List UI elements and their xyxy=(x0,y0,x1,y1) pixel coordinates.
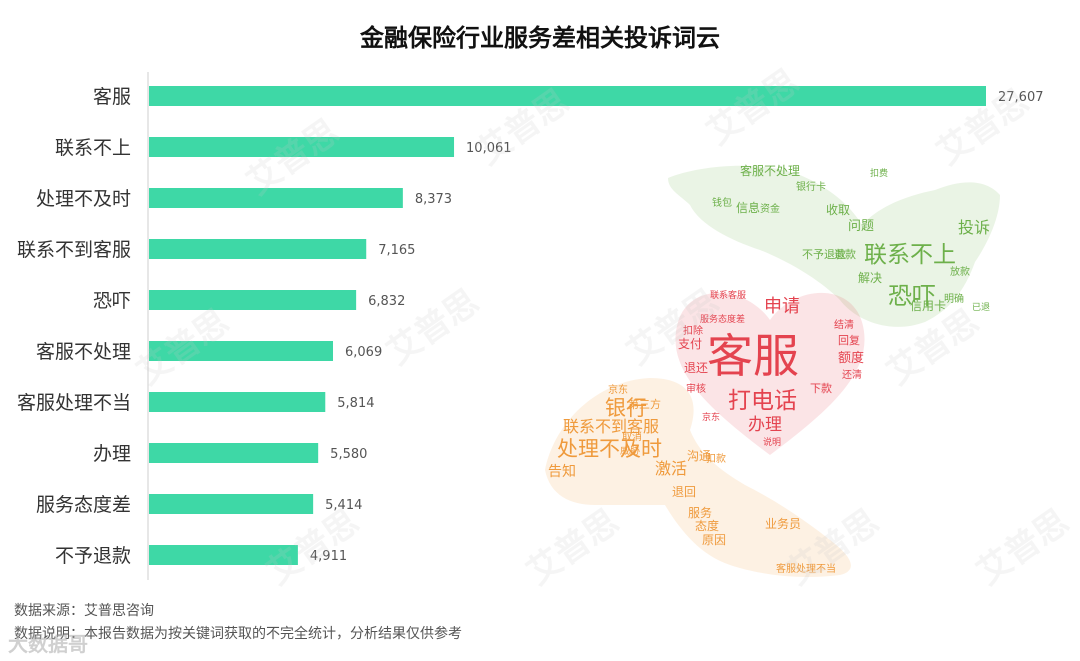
value-label: 7,165 xyxy=(378,243,415,258)
cloud-word: 客服不处理 xyxy=(740,163,800,178)
category-label: 联系不到客服 xyxy=(17,239,131,261)
bar xyxy=(149,494,314,514)
cloud-word: 京东 xyxy=(702,411,720,423)
cloud-word: 扣除 xyxy=(683,324,703,337)
cloud-word: 明确 xyxy=(944,292,964,305)
bar xyxy=(149,290,357,310)
cloud-word: 申请 xyxy=(764,296,800,317)
bar xyxy=(149,341,334,361)
data-note-text: 数据说明：本报告数据为按关键词获取的不完全统计，分析结果仅供参考 xyxy=(14,626,462,642)
cloud-word: 资金 xyxy=(760,202,780,215)
cloud-word: 威胁 xyxy=(620,444,640,457)
cloud-word: 态度 xyxy=(695,518,719,533)
value-label: 5,414 xyxy=(325,498,362,513)
cloud-word: 第三方 xyxy=(628,397,661,411)
category-label: 客服 xyxy=(93,86,131,108)
cloud-word: 扣费 xyxy=(870,167,888,179)
cloud-word: 放款 xyxy=(950,265,970,278)
cloud-word: 告知 xyxy=(548,463,576,480)
heart-shape xyxy=(675,292,865,455)
cloud-word: 审核 xyxy=(686,382,706,395)
cloud-word: 原因 xyxy=(702,533,726,547)
cloud-word: 服务态度差 xyxy=(700,313,745,325)
cloud-word: 退还 xyxy=(684,361,708,375)
cloud-word: 处理不及时 xyxy=(557,437,662,461)
bar xyxy=(149,545,298,565)
hand-shape xyxy=(545,378,851,577)
bird-shape xyxy=(668,165,1000,327)
cloud-word: 业务员 xyxy=(765,516,801,531)
cloud-word: 已退 xyxy=(972,302,990,313)
value-label: 8,373 xyxy=(415,192,452,207)
value-label: 5,814 xyxy=(337,396,374,411)
bar xyxy=(149,86,986,106)
cloud-word: 不予退款 xyxy=(802,247,846,261)
category-label: 服务态度差 xyxy=(36,494,131,516)
bar xyxy=(149,137,455,157)
footer: 数据来源：艾普思咨询 数据说明：本报告数据为按关键词获取的不完全统计，分析结果仅… xyxy=(14,600,462,646)
cloud-word: 激活 xyxy=(655,459,687,478)
cloud-word: 办理 xyxy=(748,415,782,435)
cloud-word: 服务 xyxy=(688,505,712,520)
category-label: 联系不上 xyxy=(55,137,131,159)
cloud-word: 结清 xyxy=(834,318,854,331)
data-source-text: 数据来源：艾普思咨询 xyxy=(14,603,154,619)
bar xyxy=(149,239,367,259)
cloud-word: 钱包 xyxy=(712,196,732,209)
category-label: 客服不处理 xyxy=(36,341,131,363)
cloud-word: 额度 xyxy=(838,350,864,366)
cloud-word: 下款 xyxy=(810,381,832,395)
category-label: 恐吓 xyxy=(93,290,131,312)
chart-title: 金融保险行业服务差相关投诉词云 xyxy=(360,24,720,52)
bar-group: 客服 27,607 联系不上 10,061 处理不及时 8,373 联系不到客服 7,165 恐… xyxy=(17,86,1044,567)
category-label: 处理不及时 xyxy=(36,188,131,210)
cloud-word: 信用卡 xyxy=(910,299,946,313)
bar xyxy=(149,392,326,412)
value-label: 4,911 xyxy=(310,549,347,564)
value-label: 5,580 xyxy=(330,447,367,462)
cloud-word: 回复 xyxy=(838,333,860,347)
cloud-word: 解决 xyxy=(858,271,882,285)
cloud-word: 退款 xyxy=(834,247,856,261)
value-label: 6,069 xyxy=(345,345,382,360)
cloud-word: 打电话 xyxy=(728,388,797,414)
cloud-word: 收取 xyxy=(826,203,850,217)
cloud-word: 联系客服 xyxy=(710,289,746,301)
bar xyxy=(149,188,403,208)
category-label: 不予退款 xyxy=(55,545,131,567)
cloud-word: 京东 xyxy=(608,383,628,396)
cloud-word: 问题 xyxy=(848,219,874,234)
cloud-word: 信息 xyxy=(736,200,760,215)
cloud-word: 沟通 xyxy=(687,449,711,463)
cloud-word: 银行卡 xyxy=(796,180,826,193)
cloud-word: 投诉 xyxy=(958,218,990,237)
value-label: 10,061 xyxy=(466,141,512,156)
value-label: 27,607 xyxy=(998,90,1044,105)
bar xyxy=(149,443,319,463)
cloud-word: 取消 xyxy=(622,430,642,443)
cloud-word: 说明 xyxy=(763,436,781,448)
cloud-word: 扣款 xyxy=(706,452,726,465)
value-label: 6,832 xyxy=(368,294,405,309)
corner-logo: 大数据哥 xyxy=(8,632,88,656)
cloud-word: 退回 xyxy=(672,485,696,499)
cloud-word: 恐吓 xyxy=(888,282,936,310)
cloud-word: 还清 xyxy=(842,368,862,381)
category-label: 客服处理不当 xyxy=(17,392,131,414)
cloud-word: 联系不到客服 xyxy=(563,417,659,436)
cloud-word: 客服处理不当 xyxy=(776,562,836,575)
cloud-word: 联系不上 xyxy=(864,242,956,268)
cloud-word: 银行 xyxy=(605,396,647,420)
category-label: 办理 xyxy=(93,443,131,465)
cloud-word: 客服 xyxy=(707,329,799,383)
cloud-word: 支付 xyxy=(678,337,702,351)
